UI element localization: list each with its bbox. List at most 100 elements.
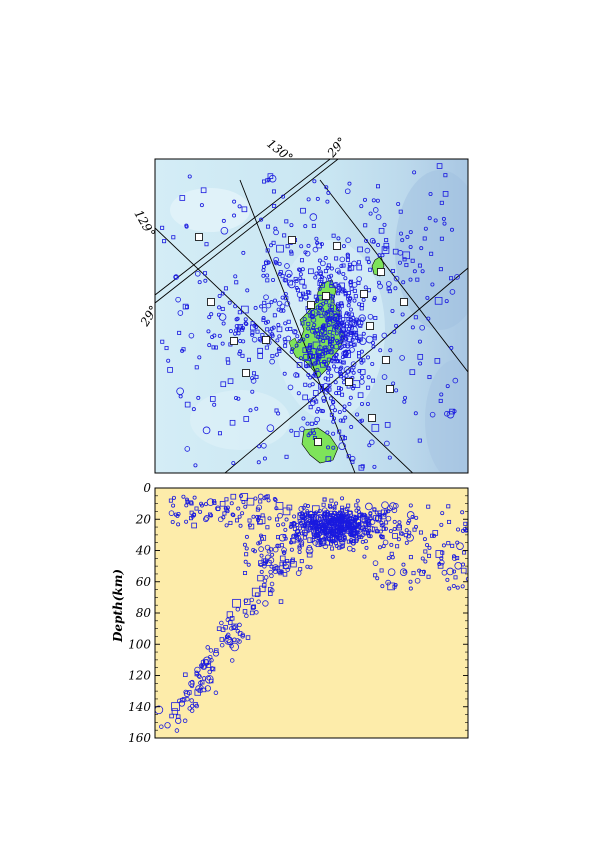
- depth-event-marker: [235, 607, 241, 612]
- depth-event-marker: [440, 550, 445, 555]
- depth-event-marker: [349, 518, 356, 525]
- depth-event-marker: [333, 541, 338, 546]
- depth-event-marker: [237, 622, 242, 628]
- depth-axis: 0 20 40 60 80 100 120 140 160: [128, 481, 468, 745]
- map-event-marker: [384, 422, 391, 428]
- map-event-marker: [336, 386, 341, 391]
- depth-event-marker: [189, 683, 195, 689]
- map-event-marker: [316, 406, 321, 411]
- depth-event-marker: [222, 511, 227, 516]
- map-event-marker: [329, 266, 334, 271]
- map-event-marker: [368, 211, 373, 216]
- depth-event-marker: [378, 514, 383, 519]
- map-event-marker: [307, 344, 312, 349]
- map-event-marker: [302, 394, 308, 401]
- depth-event-marker: [262, 564, 267, 569]
- map-event-marker: [287, 280, 296, 289]
- map-event-marker: [257, 444, 262, 449]
- depth-event-marker: [169, 713, 174, 719]
- map-event-marker: [356, 264, 363, 271]
- map-event-marker: [180, 348, 185, 353]
- map-event-marker: [327, 367, 332, 372]
- depth-event-marker: [207, 654, 213, 660]
- map-event-marker: [254, 406, 259, 411]
- map-event-marker: [265, 278, 270, 283]
- depth-event-marker: [323, 510, 328, 515]
- map-event-marker: [334, 367, 340, 373]
- map-event-marker: [327, 308, 332, 313]
- depth-event-marker: [202, 656, 212, 666]
- map-event-marker: [331, 364, 336, 369]
- map-event-marker: [336, 270, 341, 275]
- depth-event-marker: [364, 545, 369, 550]
- map-event-marker: [348, 395, 353, 400]
- map-event-marker: [175, 296, 181, 303]
- map-event-marker: [286, 319, 291, 324]
- depth-event-marker: [243, 559, 248, 564]
- map-event-marker: [160, 225, 165, 230]
- depth-tick-label: 80: [136, 606, 152, 620]
- depth-event-marker: [168, 498, 173, 503]
- depth-tick-label: 40: [135, 544, 152, 558]
- depth-event-marker: [269, 581, 275, 587]
- map-event-marker: [326, 190, 331, 195]
- map-event-marker: [326, 323, 331, 328]
- map-event-marker: [321, 409, 326, 414]
- map-event-marker: [388, 348, 393, 353]
- map-event-marker: [417, 354, 424, 360]
- map-event-marker: [412, 170, 417, 175]
- depth-event-marker: [395, 544, 400, 549]
- depth-event-marker: [402, 569, 407, 574]
- map-event-marker: [311, 308, 319, 317]
- map-event-marker: [328, 339, 333, 344]
- map-event-marker: [334, 352, 339, 357]
- map-event-marker: [349, 347, 355, 353]
- depth-event-marker: [360, 525, 367, 531]
- map-event-marker: [295, 334, 300, 339]
- depth-event-marker: [365, 502, 373, 511]
- map-event-marker: [317, 280, 324, 286]
- map-event-marker: [283, 339, 288, 344]
- map-event-marker: [250, 330, 255, 335]
- map-event-marker: [341, 324, 346, 329]
- map-event-marker: [331, 419, 336, 424]
- map-event-marker: [441, 216, 446, 221]
- depth-event-marker: [357, 522, 362, 527]
- map-event-marker: [310, 428, 315, 433]
- depth-event-marker: [171, 495, 176, 500]
- map-event-marker: [302, 293, 308, 300]
- station-marker: [322, 292, 330, 300]
- map-event-marker: [276, 307, 281, 312]
- depth-event-marker: [460, 528, 465, 533]
- map-event-marker: [318, 337, 323, 342]
- map-event-marker: [341, 272, 346, 277]
- map-event-marker: [221, 321, 226, 326]
- depth-event-marker: [183, 689, 188, 695]
- map-event-marker: [273, 298, 278, 303]
- depth-event-marker: [199, 664, 204, 669]
- depth-event-marker: [315, 532, 320, 537]
- map-event-marker: [345, 253, 350, 258]
- map-event-marker: [218, 313, 227, 321]
- depth-event-marker: [232, 624, 238, 630]
- map-event-marker: [349, 455, 356, 462]
- map-event-marker: [323, 362, 328, 367]
- map-event-marker: [346, 336, 353, 342]
- map-event-marker: [220, 226, 229, 235]
- map-event-marker: [439, 392, 444, 397]
- depth-event-marker: [401, 562, 406, 567]
- depth-event-marker: [195, 685, 202, 692]
- depth-event-marker: [368, 511, 373, 516]
- map-event-marker: [344, 373, 349, 378]
- map-event-marker: [268, 329, 273, 334]
- map-event-marker: [376, 243, 381, 248]
- map-event-marker: [410, 258, 415, 263]
- depth-event-marker: [455, 585, 460, 590]
- depth-event-marker: [460, 510, 465, 515]
- map-event-marker: [293, 276, 298, 281]
- map-event-marker: [326, 366, 331, 371]
- depth-event-marker: [209, 666, 215, 671]
- map-event-marker: [383, 246, 388, 251]
- depth-event-marker: [332, 506, 337, 511]
- depth-event-marker: [407, 530, 412, 535]
